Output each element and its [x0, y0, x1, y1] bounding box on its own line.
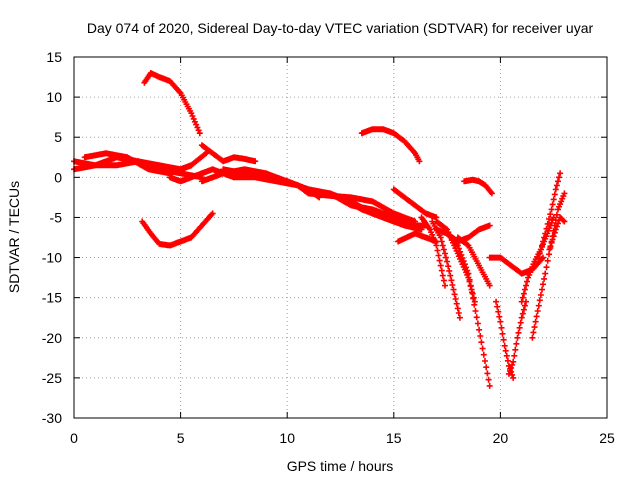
series-arc-10 — [230, 174, 312, 197]
series-arc-30 — [535, 170, 564, 261]
x-axis-label: GPS time / hours — [287, 458, 394, 474]
data-point-marks — [433, 222, 493, 245]
x-tick-label: 10 — [279, 430, 295, 446]
y-tick-label: 0 — [54, 169, 62, 185]
series-arc-16 — [390, 186, 440, 221]
series-arc-5 — [139, 210, 216, 249]
y-tick-label: -5 — [50, 209, 63, 225]
data-point-marks — [518, 214, 557, 305]
y-tick-label: 5 — [54, 129, 62, 145]
series-arc-14 — [337, 194, 425, 233]
data-point-marks — [461, 176, 495, 197]
series-arc-7 — [198, 142, 259, 165]
data-point-marks — [505, 298, 529, 377]
series-arc-26 — [505, 298, 529, 377]
x-tick-label: 20 — [493, 430, 509, 446]
data-series — [71, 70, 568, 389]
series-arc-23 — [433, 222, 493, 245]
y-tick-label: 10 — [46, 89, 62, 105]
data-point-marks — [444, 230, 493, 389]
series-arc-15 — [358, 126, 423, 165]
y-axis-label: SDTVAR / TECUs — [6, 181, 22, 293]
x-tick-label: 0 — [70, 430, 78, 446]
data-point-marks — [418, 214, 448, 289]
data-point-marks — [546, 214, 568, 253]
series-arc-21 — [444, 230, 493, 389]
y-tick-label: -20 — [42, 330, 62, 346]
axis-ticks: 0 5 10 15 20 25 -30 -25 -20 -15 -10 -5 0 5 10 15 — [42, 49, 615, 446]
data-point-marks — [535, 170, 564, 261]
y-tick-label: -15 — [42, 290, 62, 306]
data-point-marks — [198, 142, 259, 165]
x-tick-label: 5 — [177, 430, 185, 446]
series-arc-31 — [546, 214, 568, 253]
data-point-marks — [141, 70, 203, 137]
data-point-marks — [81, 150, 210, 177]
x-tick-label: 25 — [599, 430, 615, 446]
y-tick-label: -30 — [42, 410, 62, 426]
series-arc-25 — [493, 298, 517, 381]
y-tick-label: 15 — [46, 49, 62, 65]
y-tick-label: -10 — [42, 250, 62, 266]
data-point-marks — [230, 174, 312, 197]
data-point-marks — [358, 126, 423, 165]
x-tick-label: 15 — [386, 430, 402, 446]
series-arc-3 — [81, 150, 210, 177]
data-point-marks — [390, 186, 440, 221]
data-point-marks — [493, 298, 517, 381]
series-arc-28 — [518, 214, 557, 305]
y-tick-label: -25 — [42, 370, 62, 386]
series-arc-4 — [141, 70, 203, 137]
series-arc-18 — [418, 214, 448, 289]
series-arc-24 — [461, 176, 495, 197]
data-point-marks — [337, 194, 425, 233]
chart-title: Day 074 of 2020, Sidereal Day-to-day VTE… — [87, 20, 594, 36]
plot-frame — [73, 56, 608, 419]
data-point-marks — [139, 210, 216, 249]
